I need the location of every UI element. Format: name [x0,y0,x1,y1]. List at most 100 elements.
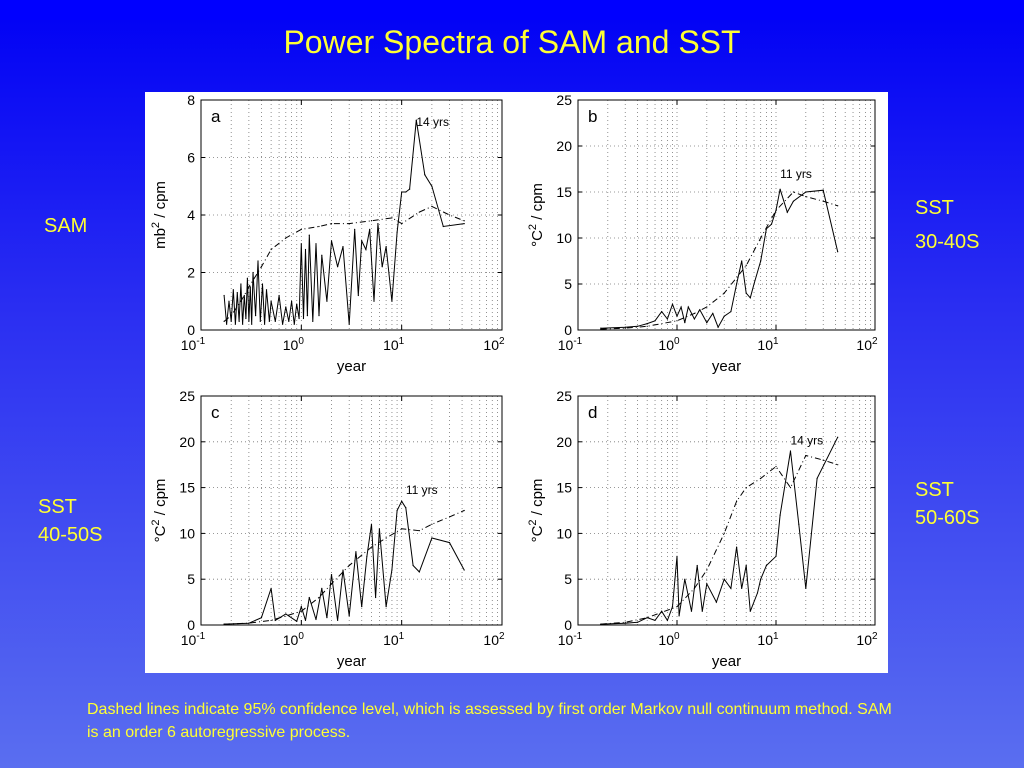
panel-c-point-solid [274,619,276,622]
panel-c-xtick-label: 100 [283,631,305,648]
panel-a-point-solid [252,271,254,274]
panel-a-point-solid [318,315,320,317]
panel-b-point-solid [760,260,762,262]
panel-a-point-solid [259,320,261,322]
panel-c-point-solid [285,613,287,615]
panel-a-point-solid [385,246,387,248]
panel-a-point-solid [369,228,371,230]
panel-a-point-solid [337,266,339,268]
panel-a-ylabel: mb2 / cpm [150,181,169,249]
panel-c-point-solid [375,596,377,599]
panel-d-point-solid [736,546,738,548]
panel-d-point-solid [678,615,680,617]
panel-b-point-solid [779,188,781,190]
panel-c-ytick-label: 25 [179,388,195,404]
label-sst-40-50-line1: SST [38,496,77,518]
panel-a-point-solid [257,260,259,262]
panel-a-point-solid [281,323,284,325]
panel-c-point-dashed [385,537,387,539]
panel-c-annotation: 11 yrs [406,483,438,497]
panel-a-point-solid [377,223,379,225]
panel-a-point-solid [245,317,247,320]
panel-a-point-dashed [463,220,465,222]
panel-b-ytick-label: 10 [556,230,572,246]
panel-a-point-solid [248,320,250,322]
panel-d-point-solid [816,477,818,480]
panel-b-point-solid [805,191,807,193]
panel-d-point-dashed [676,606,678,608]
panel-b-point-solid [699,309,701,311]
panel-a-point-solid [223,294,225,297]
panel-a-point-dashed [418,211,420,213]
panel-a-point-solid [330,240,333,242]
panel-b-point-solid [723,315,725,317]
label-sst-40-50: SST 40-50S [38,493,103,549]
panel-a-point-dashed [391,217,393,219]
panel-a-point-solid [391,300,393,302]
panel-a-point-solid [249,286,251,288]
panel-d-point-solid [745,564,747,567]
slide-title: Power Spectra of SAM and SST [283,24,741,60]
panel-c-letter: c [211,403,220,422]
panel-b-point-solid [730,311,732,313]
panel-a-ytick-label: 0 [187,322,195,338]
panel-c-point-solid [315,618,317,621]
panel-b-point-solid [693,318,696,320]
panel-a-point-solid [300,243,302,245]
panel-d-point-solid [789,450,792,452]
panel-d-series-solid [600,436,839,625]
panel-d-point-solid [805,587,807,589]
panel-d-point-solid [723,578,725,580]
panel-d-point-solid [661,610,663,612]
panel-c-point-solid [260,617,263,619]
panel-b-axes-box [577,99,876,331]
panel-b-ytick-label: 0 [564,322,572,338]
panel-d-point-solid [637,621,639,623]
panel-b-ytick-label: 15 [556,184,572,200]
panel-a-point-solid [304,248,307,251]
panel-a-point-solid [234,323,236,325]
panel-a-ytick-label: 8 [187,92,195,108]
panel-d-point-solid [798,523,800,525]
panel-b-point-dashed [693,312,696,315]
panel-d-point-solid [756,592,759,594]
panel-a-point-solid [348,323,350,325]
panel-d-ytick-label: 15 [556,480,572,496]
panel-d-ytick-label: 25 [556,388,572,404]
panel-d-point-solid [741,587,743,589]
panel-c-point-dashed [270,619,272,622]
label-sst-30-40-line2: 30-40S [915,231,980,253]
panel-c-point-solid [326,617,328,619]
panel-d-point-solid [715,601,717,603]
panel-a-point-solid [342,246,344,248]
panel-b-ylabel: °C2 / cpm [527,183,546,247]
panel-c-series-solid [224,500,465,625]
panel-b-ytick-label: 25 [556,92,572,108]
panel-d-point-solid [696,564,698,567]
panel-a-ytick-label: 6 [187,150,195,166]
panel-a-point-solid [278,294,280,297]
panel-b-point-dashed [723,292,725,294]
panel-a-point-dashed [330,223,333,225]
panel-c-point-solid [370,523,373,525]
panel-d-point-solid [624,622,626,624]
panel-a-point-dashed [401,223,403,225]
panel-a-point-solid [238,320,240,322]
panel-c-point-solid [366,555,368,557]
panel-b-point-solid [706,322,708,324]
panel-a-point-dashed [300,228,302,230]
panel-c-point-solid [385,606,387,608]
panel-b-ytick-label: 5 [564,276,572,292]
panel-a-letter: a [211,107,221,126]
panel-a-point-solid [268,320,270,322]
panel-b-point-solid [684,322,686,324]
panel-b-point-solid [666,318,669,320]
panel-c-point-solid [321,587,323,589]
panel-d-point-solid [765,564,768,567]
panel-a-point-solid [357,294,359,297]
panel-c-point-dashed [418,530,420,532]
panel-c-ytick-label: 0 [187,617,195,633]
label-sst-50-60-line1: SST [915,479,954,501]
panel-a-annotation: 14 yrs [416,115,449,129]
panel-a-ytick-label: 2 [187,265,195,281]
